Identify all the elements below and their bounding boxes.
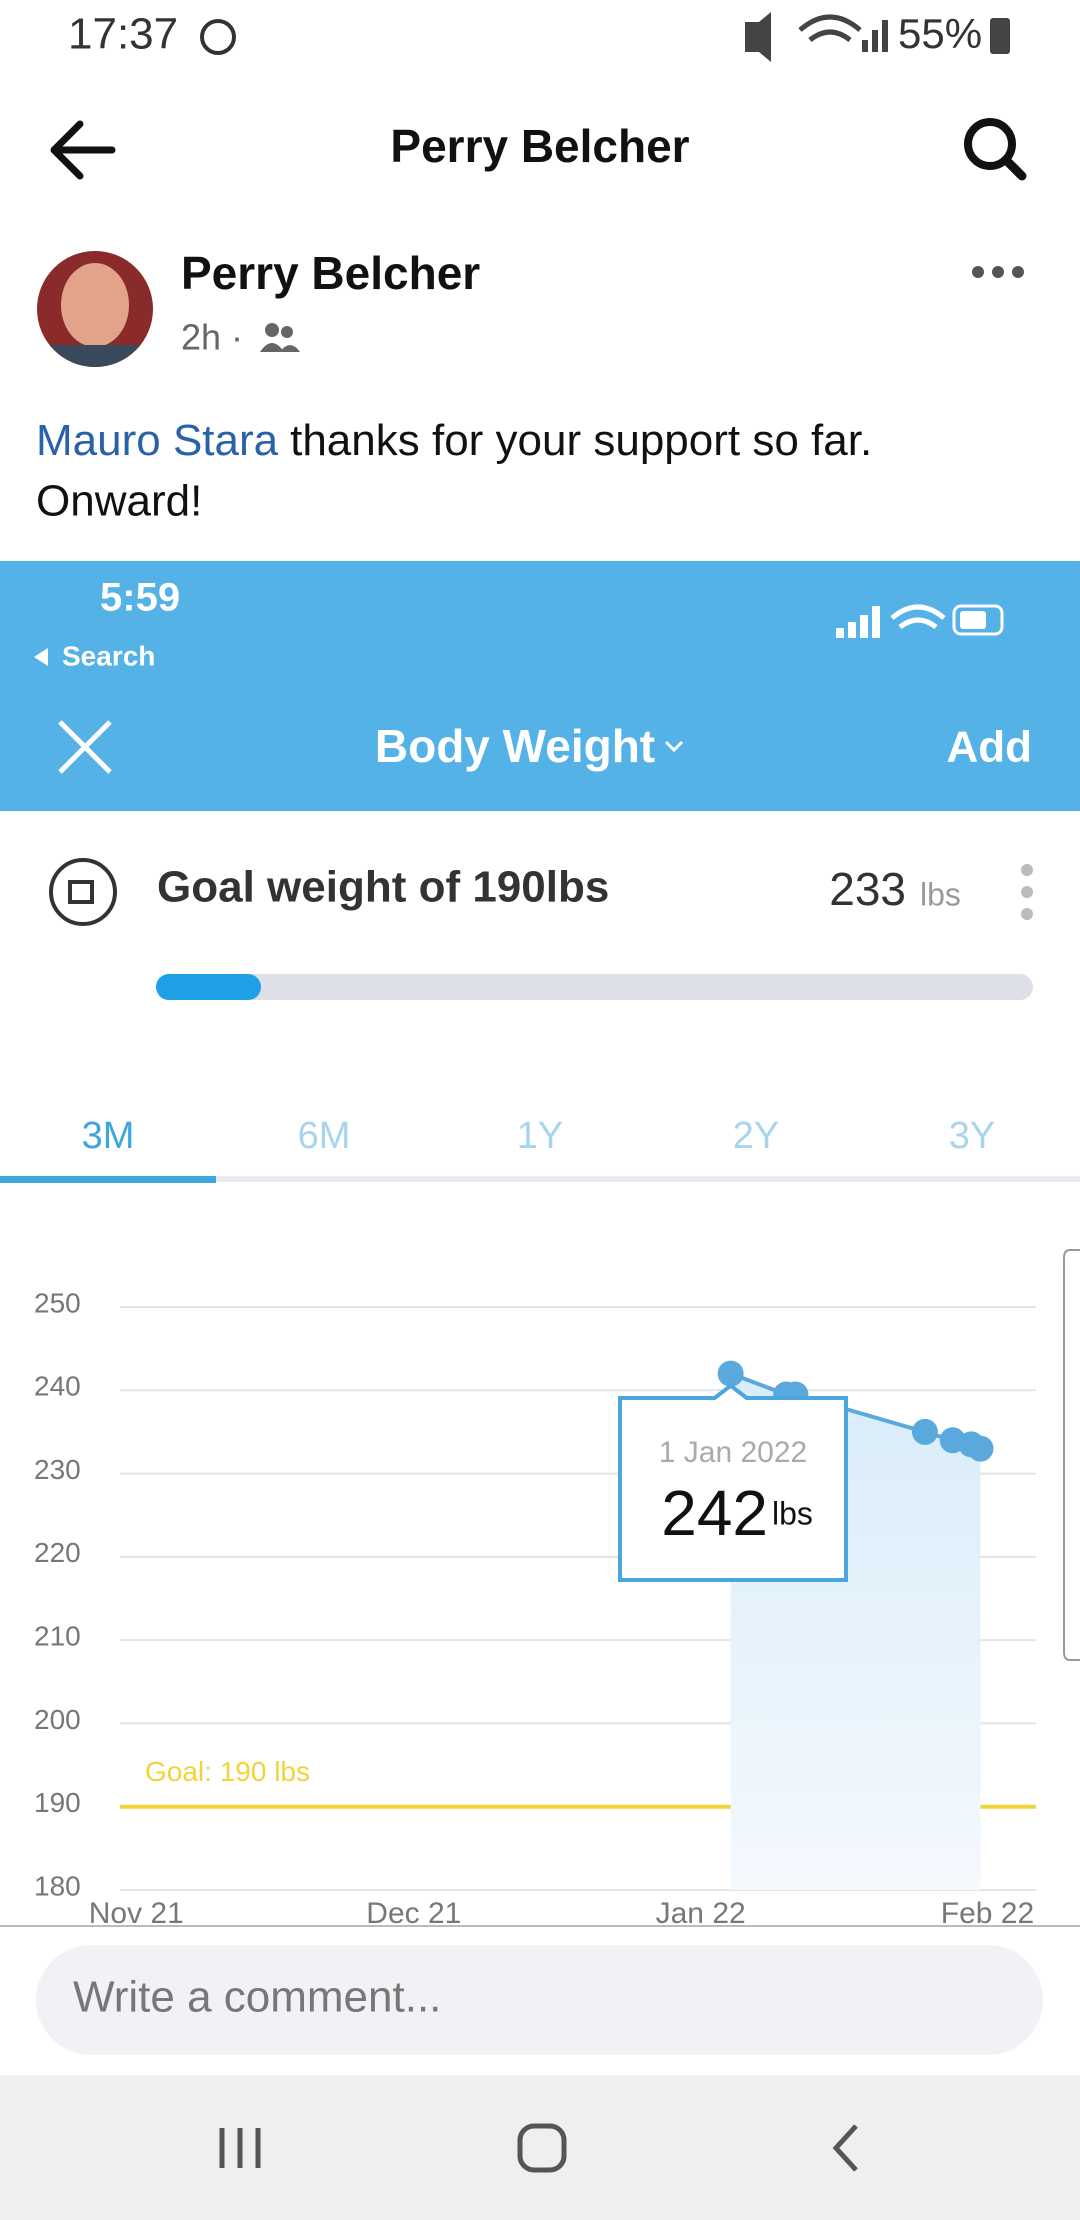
header-title: Perry Belcher: [390, 120, 689, 172]
y-tick-label: 250: [34, 1287, 81, 1318]
avatar-shirt: [50, 345, 140, 367]
more-dot: [992, 266, 1004, 278]
audience-icon: [260, 323, 300, 352]
more-dot: [1012, 266, 1024, 278]
status-time: 17:37: [68, 10, 178, 59]
more-button[interactable]: [972, 266, 1024, 278]
search-button[interactable]: [964, 118, 1027, 181]
tooltip-box: [618, 1383, 848, 1582]
x-tick-label: Feb 22: [941, 1897, 1034, 1930]
app-battery-fill: [960, 611, 986, 629]
app-signal-bar: [860, 615, 868, 638]
nav-back[interactable]: [832, 2124, 858, 2172]
progress-track: [156, 974, 1033, 1000]
post-age: 2h ·: [181, 317, 243, 358]
point: [717, 1360, 744, 1387]
audience-icon-part: [265, 323, 279, 337]
y-tick-label: 210: [34, 1621, 81, 1652]
app-title-caret: [664, 740, 684, 753]
app-action: Add: [946, 723, 1032, 772]
app-signal-bar: [848, 622, 856, 638]
app-wifi: [890, 604, 946, 630]
app-signal-bar: [836, 628, 844, 638]
current-weight: 233: [829, 863, 906, 915]
goal-icon: [49, 858, 117, 926]
app-signal: [836, 606, 880, 638]
tooltip-date: 1 Jan 2022: [659, 1436, 807, 1469]
progress-fill: [156, 974, 261, 1000]
search-icon: [964, 118, 1016, 170]
nav-bar: [0, 2075, 1080, 2220]
tab[interactable]: 3M: [82, 1115, 135, 1157]
search-icon: [1001, 155, 1027, 181]
y-tick-label: 220: [34, 1537, 81, 1568]
goal-icon-part: [68, 880, 94, 904]
y-tick-label: 180: [34, 1870, 81, 1901]
app-header: [0, 561, 1080, 811]
scroll-handle: [1063, 1249, 1080, 1661]
current-unit: lbs: [920, 876, 961, 912]
back-button[interactable]: [50, 120, 116, 180]
tab[interactable]: 2Y: [733, 1115, 779, 1157]
goal-menu-dot: [1021, 886, 1033, 898]
mute-icon: [745, 12, 771, 62]
chart: 180 190 200 210 220 230 240 250 Nov 21 Dec 21 Jan …: [34, 1287, 1036, 1930]
nav-recents[interactable]: [219, 2128, 261, 2168]
battery-icon: [990, 18, 1010, 54]
comment-placeholder: Write a comment...: [73, 1973, 441, 2022]
goal-text: Goal weight of 190lbs: [157, 863, 609, 912]
tab[interactable]: 6M: [298, 1115, 351, 1157]
y-tick-label: 200: [34, 1704, 81, 1735]
post-mention[interactable]: Mauro Stara: [36, 416, 279, 465]
comment-input[interactable]: [36, 1945, 1043, 2055]
tooltip-value: 242: [661, 1477, 768, 1549]
tooltip-unit: lbs: [772, 1495, 813, 1531]
tab-indicator: [0, 1176, 216, 1183]
app-time: 5:59: [100, 576, 180, 620]
post-author[interactable]: Perry Belcher: [181, 247, 480, 299]
audience-icon-part: [281, 326, 293, 338]
app-back-icon: [34, 648, 48, 666]
point: [967, 1435, 994, 1462]
tab[interactable]: 3Y: [949, 1115, 995, 1157]
tab-track: [0, 1176, 1080, 1182]
app-battery: [952, 604, 1004, 636]
app-signal-bar: [872, 606, 880, 638]
y-tick-label: 240: [34, 1371, 81, 1402]
x-tick-label: Dec 21: [366, 1897, 461, 1930]
goal-menu: [1021, 864, 1033, 920]
app-close: [58, 720, 112, 774]
battery-text: 55%: [898, 10, 982, 57]
x-tick-label: Nov 21: [89, 1897, 184, 1930]
goal-menu-dot: [1021, 864, 1033, 876]
post-text-line1: thanks for your support so far.: [290, 416, 872, 465]
goal-menu-dot: [1021, 908, 1033, 920]
x-tick-label: Jan 22: [656, 1897, 746, 1930]
tabs: 3M 6M 1Y 2Y 3Y: [82, 1115, 996, 1157]
post-text-line2: Onward!: [36, 477, 202, 526]
wifi-icon: [798, 14, 862, 43]
y-tick-label: 190: [34, 1787, 81, 1818]
whatsapp-icon: [200, 19, 236, 55]
post-text: Mauro Stara thanks for your support so fa…: [36, 416, 872, 465]
app-back: Search: [62, 640, 155, 671]
app-title: Body Weight: [375, 720, 655, 772]
signal-icon: [862, 40, 868, 52]
more-dot: [972, 266, 984, 278]
y-tick-label: 230: [34, 1454, 81, 1485]
avatar[interactable]: [37, 251, 153, 375]
nav-home[interactable]: [517, 2123, 567, 2173]
tab[interactable]: 1Y: [517, 1115, 563, 1157]
goal-label: Goal: 190 lbs: [145, 1756, 310, 1787]
audience-icon-part: [260, 343, 300, 352]
avatar-face: [61, 263, 129, 347]
signal-icon: [882, 20, 888, 52]
signal-icon: [872, 30, 878, 52]
point: [911, 1418, 938, 1445]
